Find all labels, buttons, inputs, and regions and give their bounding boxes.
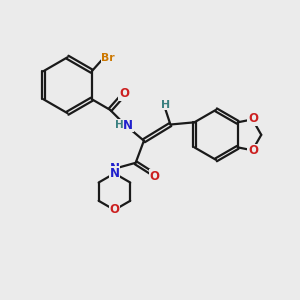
Text: O: O	[119, 87, 129, 100]
Text: O: O	[150, 169, 160, 183]
Text: H: H	[160, 100, 170, 110]
Text: O: O	[248, 144, 258, 158]
Text: N: N	[123, 118, 133, 132]
Text: O: O	[248, 112, 258, 125]
Text: N: N	[110, 167, 119, 180]
Text: H: H	[115, 119, 124, 130]
Text: N: N	[110, 162, 119, 175]
Text: O: O	[110, 203, 119, 216]
Text: Br: Br	[101, 53, 115, 63]
